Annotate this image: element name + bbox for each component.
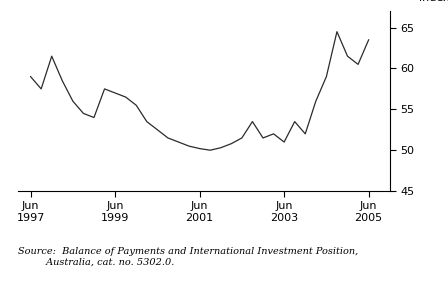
Text: Source:  Balance of Payments and International Investment Position,
         Aus: Source: Balance of Payments and Internat… xyxy=(18,247,358,267)
Text: index: index xyxy=(419,0,448,3)
